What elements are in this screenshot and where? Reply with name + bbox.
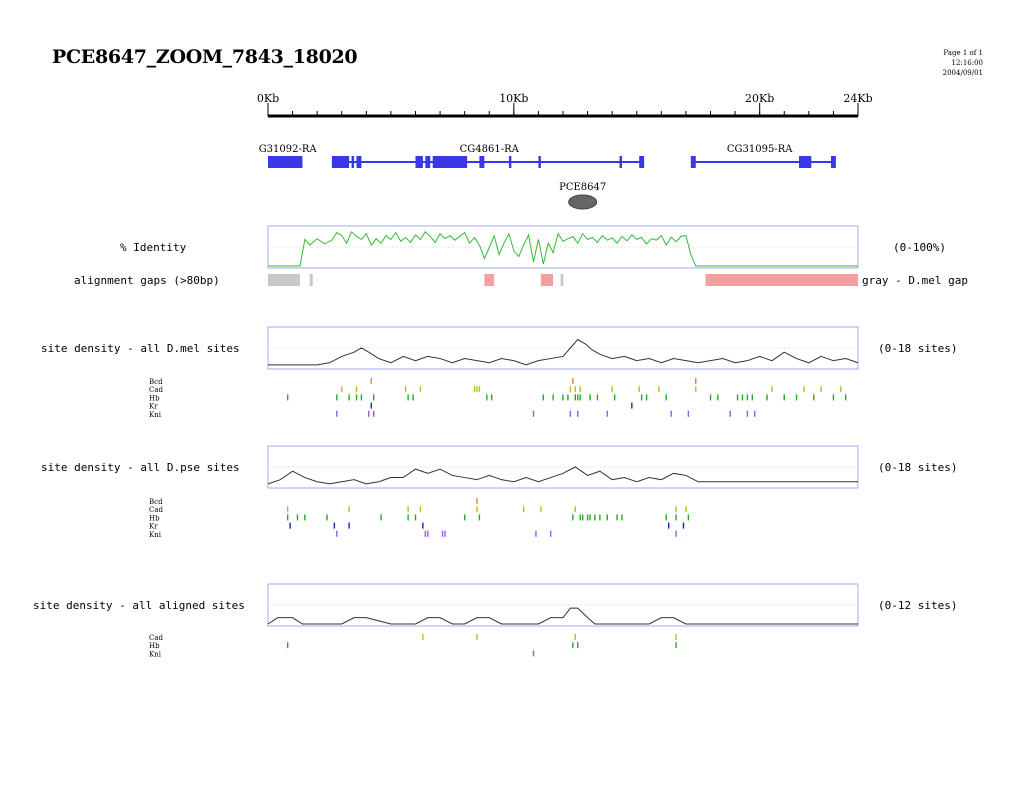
gene-exon[interactable] [619, 156, 622, 168]
site-row-label-hb: Hb [149, 394, 160, 402]
axis-tick-label: 24Kb [843, 92, 872, 105]
alignment-gaps-label: alignment gaps (>80bp) [74, 274, 220, 287]
site-row-label-kr: Kr [149, 523, 158, 531]
density-range-label: (0-18 sites) [878, 342, 957, 355]
alignment-gap-gray [560, 274, 564, 286]
gene-exon[interactable] [356, 156, 362, 168]
density-track-label: site density - all aligned sites [33, 599, 245, 612]
alignment-gap-gray [268, 274, 300, 286]
page-meta: Page 1 of 1 12:16:00 2004/09/01 [943, 48, 983, 78]
gene-exon[interactable] [268, 156, 303, 168]
alignment-gaps-legend: gray - D.mel gap [862, 274, 968, 287]
identity-range-label: (0-100%) [893, 241, 946, 254]
site-row-label-kni: Kni [149, 531, 162, 539]
density-range-label: (0-18 sites) [878, 461, 957, 474]
site-row-label-cad: Cad [149, 386, 164, 394]
site-row-label-cad: Cad [149, 506, 164, 514]
density-range-label: (0-12 sites) [878, 599, 957, 612]
density-track-label: site density - all D.mel sites [41, 342, 240, 355]
alignment-gap-gray [309, 274, 313, 286]
axis-tick-label: 10Kb [499, 92, 528, 105]
density-series-line [267, 466, 858, 485]
gene-exon[interactable] [351, 156, 355, 168]
density-track-label: site density - all D.pse sites [41, 461, 240, 474]
alignment-gap-pink [540, 274, 554, 286]
gene-label: CG4861-RA [460, 144, 520, 155]
site-row-label-hb: Hb [149, 642, 160, 650]
gene-label: G31092-RA [259, 144, 318, 155]
site-row-label-bcd: Bcd [149, 378, 163, 386]
identity-track-label: % Identity [120, 241, 187, 254]
page-time: 12:16:00 [951, 59, 983, 67]
site-row-label-kni: Kni [149, 650, 162, 658]
density-series-line [268, 338, 859, 366]
alignment-gap-pink [705, 274, 858, 286]
gene-label: CG31095-RA [727, 144, 793, 155]
page-number: Page 1 of 1 [943, 49, 983, 57]
site-row-label-cad: Cad [149, 634, 164, 642]
gene-exon[interactable] [830, 156, 836, 168]
site-row-label-kni: Kni [149, 411, 162, 419]
page-date: 2004/09/01 [942, 69, 983, 77]
page-title: PCE8647_ZOOM_7843_18020 [52, 46, 358, 68]
gene-exon[interactable] [415, 156, 423, 168]
identity-series-line [268, 230, 858, 267]
gene-exon[interactable] [432, 156, 468, 168]
site-row-label-kr: Kr [149, 403, 158, 411]
alignment-gap-pink [484, 274, 495, 286]
axis-tick-label: 20Kb [745, 92, 774, 105]
gene-exon[interactable] [508, 156, 512, 168]
axis-tick-label: 0Kb [257, 92, 279, 105]
enhancer-label: PCE8647 [559, 182, 606, 193]
site-row-label-hb: Hb [149, 514, 160, 522]
enhancer-marker[interactable] [568, 194, 598, 210]
gene-exon[interactable] [690, 156, 696, 168]
gene-exon[interactable] [479, 156, 485, 168]
gene-exon[interactable] [799, 156, 812, 168]
density-series-line [267, 607, 858, 625]
gene-exon[interactable] [331, 156, 350, 168]
gene-exon[interactable] [425, 156, 431, 168]
gene-exon[interactable] [639, 156, 645, 168]
gene-exon[interactable] [538, 156, 541, 168]
site-row-label-bcd: Bcd [149, 498, 163, 506]
